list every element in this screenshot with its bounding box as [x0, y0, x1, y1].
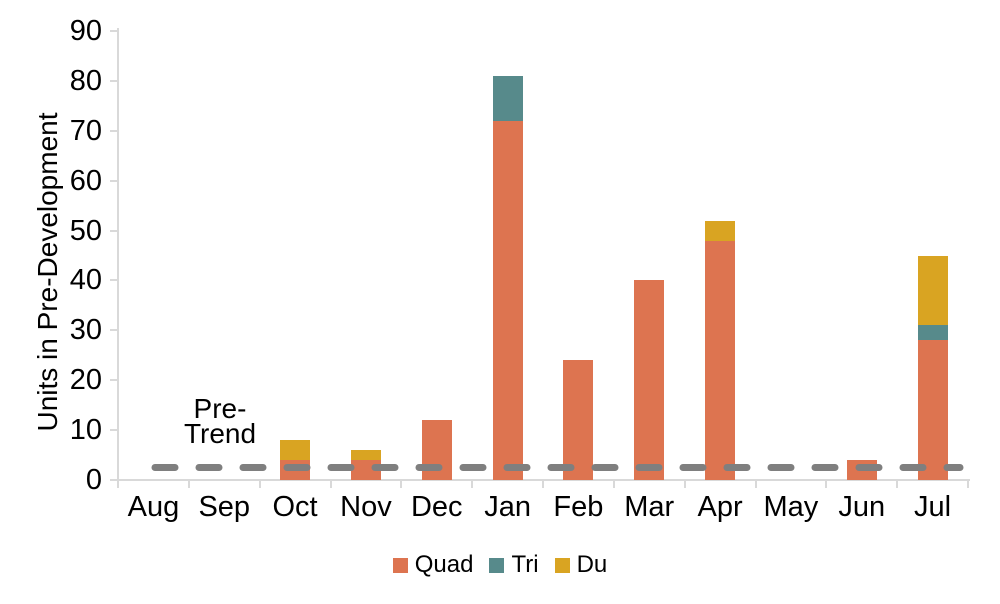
bar-segment-oct-du: [280, 440, 311, 461]
y-axis-line: [117, 28, 119, 482]
y-tick-mark: [110, 279, 118, 282]
legend-label: Tri: [511, 551, 539, 578]
y-tick-label: 60: [69, 164, 102, 197]
legend-swatch-icon: [392, 557, 408, 573]
y-tick-mark: [110, 379, 118, 382]
x-tick-mark: [471, 480, 474, 488]
pre-trend-label-line1: Pre-: [193, 393, 247, 424]
x-tick-mark: [825, 480, 828, 488]
bar-segment-apr-du: [705, 220, 736, 241]
x-tick-mark: [400, 480, 403, 488]
x-tick-mark: [683, 480, 686, 488]
y-tick-mark: [110, 229, 118, 232]
x-tick-label-apr: Apr: [697, 491, 743, 523]
bar-segment-dec-quad: [421, 420, 452, 480]
x-tick-label-aug: Aug: [127, 491, 180, 523]
x-tick-label-nov: Nov: [340, 491, 392, 523]
y-tick-mark: [110, 30, 118, 32]
bar-segment-mar-quad: [634, 280, 665, 480]
legend: Quad Tri Du: [0, 550, 1000, 580]
bar-segment-nov-quad: [350, 460, 381, 480]
x-tick-mark: [967, 480, 969, 488]
legend-swatch-icon: [489, 557, 505, 573]
y-tick-mark: [110, 429, 118, 432]
x-axis-line: [111, 479, 970, 481]
x-tick-label-mar: Mar: [624, 491, 675, 523]
y-tick-mark: [110, 79, 118, 82]
y-tick-mark: [110, 129, 118, 132]
bar-segment-jan-quad: [492, 120, 523, 480]
bar-segment-jul-du: [917, 255, 948, 326]
x-tick-mark: [754, 480, 757, 488]
x-tick-label-jan: Jan: [484, 491, 531, 523]
x-tick-mark: [896, 480, 899, 488]
legend-label: Quad: [414, 551, 474, 578]
x-tick-label-jun: Jun: [838, 491, 886, 523]
y-tick-label: 90: [69, 15, 102, 47]
x-tick-mark: [612, 480, 615, 488]
legend-item-tri: Tri: [489, 551, 539, 579]
y-tick-label: 50: [69, 214, 102, 247]
bar-segment-jan-tri: [492, 75, 523, 121]
bar-segment-apr-quad: [705, 240, 736, 480]
y-tick-label: 30: [69, 314, 102, 347]
bar-segment-jul-tri: [917, 325, 948, 341]
legend-swatch-icon: [554, 557, 570, 573]
y-tick-label: 80: [69, 64, 102, 97]
y-tick-label: 70: [69, 114, 102, 147]
pre-trend-label-line2: Trend: [183, 418, 257, 449]
legend-item-du: Du: [554, 551, 608, 579]
bar-segment-oct-quad: [280, 460, 311, 480]
legend-label: Du: [576, 551, 608, 578]
x-tick-label-jul: Jul: [914, 491, 952, 523]
x-tick-mark: [542, 480, 544, 488]
x-tick-mark: [329, 480, 332, 488]
y-tick-label: 20: [69, 364, 102, 397]
bar-segment-jul-quad: [917, 340, 948, 480]
x-tick-label-sep: Sep: [198, 491, 251, 523]
bar-segment-nov-du: [350, 450, 381, 461]
x-tick-mark: [117, 480, 119, 488]
y-tick-mark: [110, 179, 118, 182]
y-tick-mark: [110, 329, 118, 332]
x-tick-mark: [187, 480, 190, 488]
x-tick-label-may: May: [763, 491, 819, 523]
legend-item-quad: Quad: [392, 551, 474, 579]
bar-segment-jun-quad: [846, 460, 877, 480]
x-tick-mark: [258, 480, 261, 488]
pre-trend-label: Pre- Trend: [170, 393, 270, 449]
x-tick-label-oct: Oct: [272, 491, 318, 523]
x-tick-label-feb: Feb: [553, 491, 604, 523]
x-tick-label-dec: Dec: [410, 491, 463, 523]
y-tick-label: 0: [85, 464, 102, 496]
y-tick-mark: [110, 479, 118, 481]
bar-segment-feb-quad: [563, 360, 594, 480]
y-tick-label: 40: [69, 264, 102, 297]
y-tick-label: 10: [69, 414, 102, 447]
